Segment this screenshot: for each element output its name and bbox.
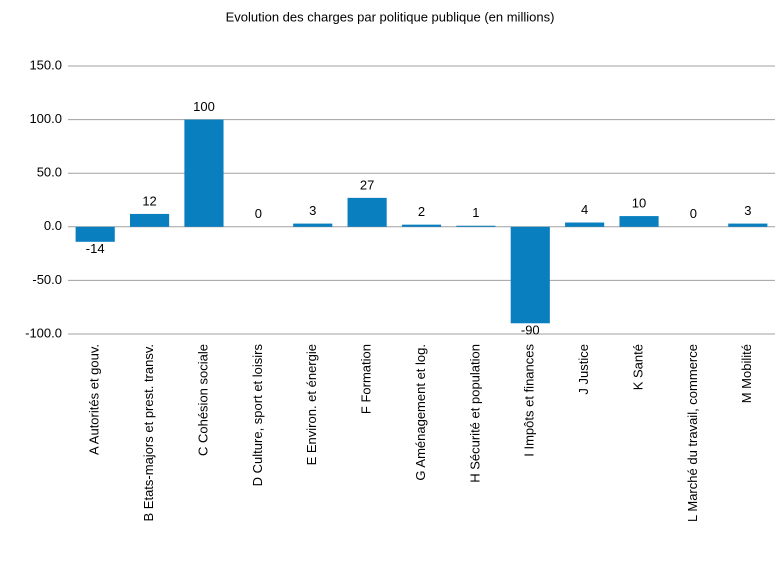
- data-label: 3: [744, 203, 751, 218]
- data-label: 27: [360, 177, 374, 192]
- y-tick-label: -50.0: [32, 272, 62, 287]
- y-tick-label: -100.0: [25, 325, 62, 340]
- bar: [456, 225, 496, 227]
- x-tick-label: E Environ. et énergie: [304, 344, 319, 465]
- bar: [293, 223, 333, 227]
- y-tick-label: 0.0: [44, 218, 62, 233]
- x-tick-label: M Mobilité: [739, 344, 754, 403]
- x-tick-label: K Santé: [630, 344, 645, 390]
- y-tick-label: 150.0: [29, 57, 62, 72]
- data-label: 2: [418, 204, 425, 219]
- x-tick-label: H Sécurité et population: [467, 344, 482, 483]
- x-tick-label: D Culture, sport et loisirs: [250, 344, 265, 487]
- chart-title: Evolution des charges par politique publ…: [226, 9, 555, 24]
- data-label: -90: [521, 323, 540, 338]
- data-label: 3: [309, 203, 316, 218]
- x-tick-label: A Autorités et gouv.: [87, 344, 102, 455]
- x-tick-label: I Impôts et finances: [522, 344, 537, 457]
- data-label: 0: [690, 206, 697, 221]
- data-label: 0: [255, 206, 262, 221]
- data-label: 10: [632, 196, 646, 211]
- data-label: 4: [581, 202, 588, 217]
- x-tick-label: J Justice: [576, 344, 591, 395]
- bar: [184, 119, 224, 227]
- bar: [565, 222, 605, 227]
- data-label: 100: [193, 99, 215, 114]
- bar: [401, 224, 442, 227]
- x-tick-label: L Marché du travail, commerce: [685, 344, 700, 522]
- y-tick-label: 50.0: [37, 165, 62, 180]
- data-label: 12: [142, 193, 156, 208]
- bar: [619, 216, 659, 227]
- x-tick-label: B Etats-majors et prest. transv.: [141, 344, 156, 521]
- bar: [75, 226, 115, 242]
- data-label: 1: [472, 205, 479, 220]
- bar: [510, 226, 550, 324]
- bar: [129, 213, 170, 227]
- x-tick-label: G Aménagement et log.: [413, 344, 428, 481]
- data-label: -14: [86, 241, 105, 256]
- x-tick-label: F Formation: [359, 344, 374, 414]
- y-tick-label: 100.0: [29, 111, 62, 126]
- x-tick-label: C Cohésion sociale: [195, 344, 210, 456]
- bar: [347, 197, 387, 227]
- bar: [728, 223, 768, 227]
